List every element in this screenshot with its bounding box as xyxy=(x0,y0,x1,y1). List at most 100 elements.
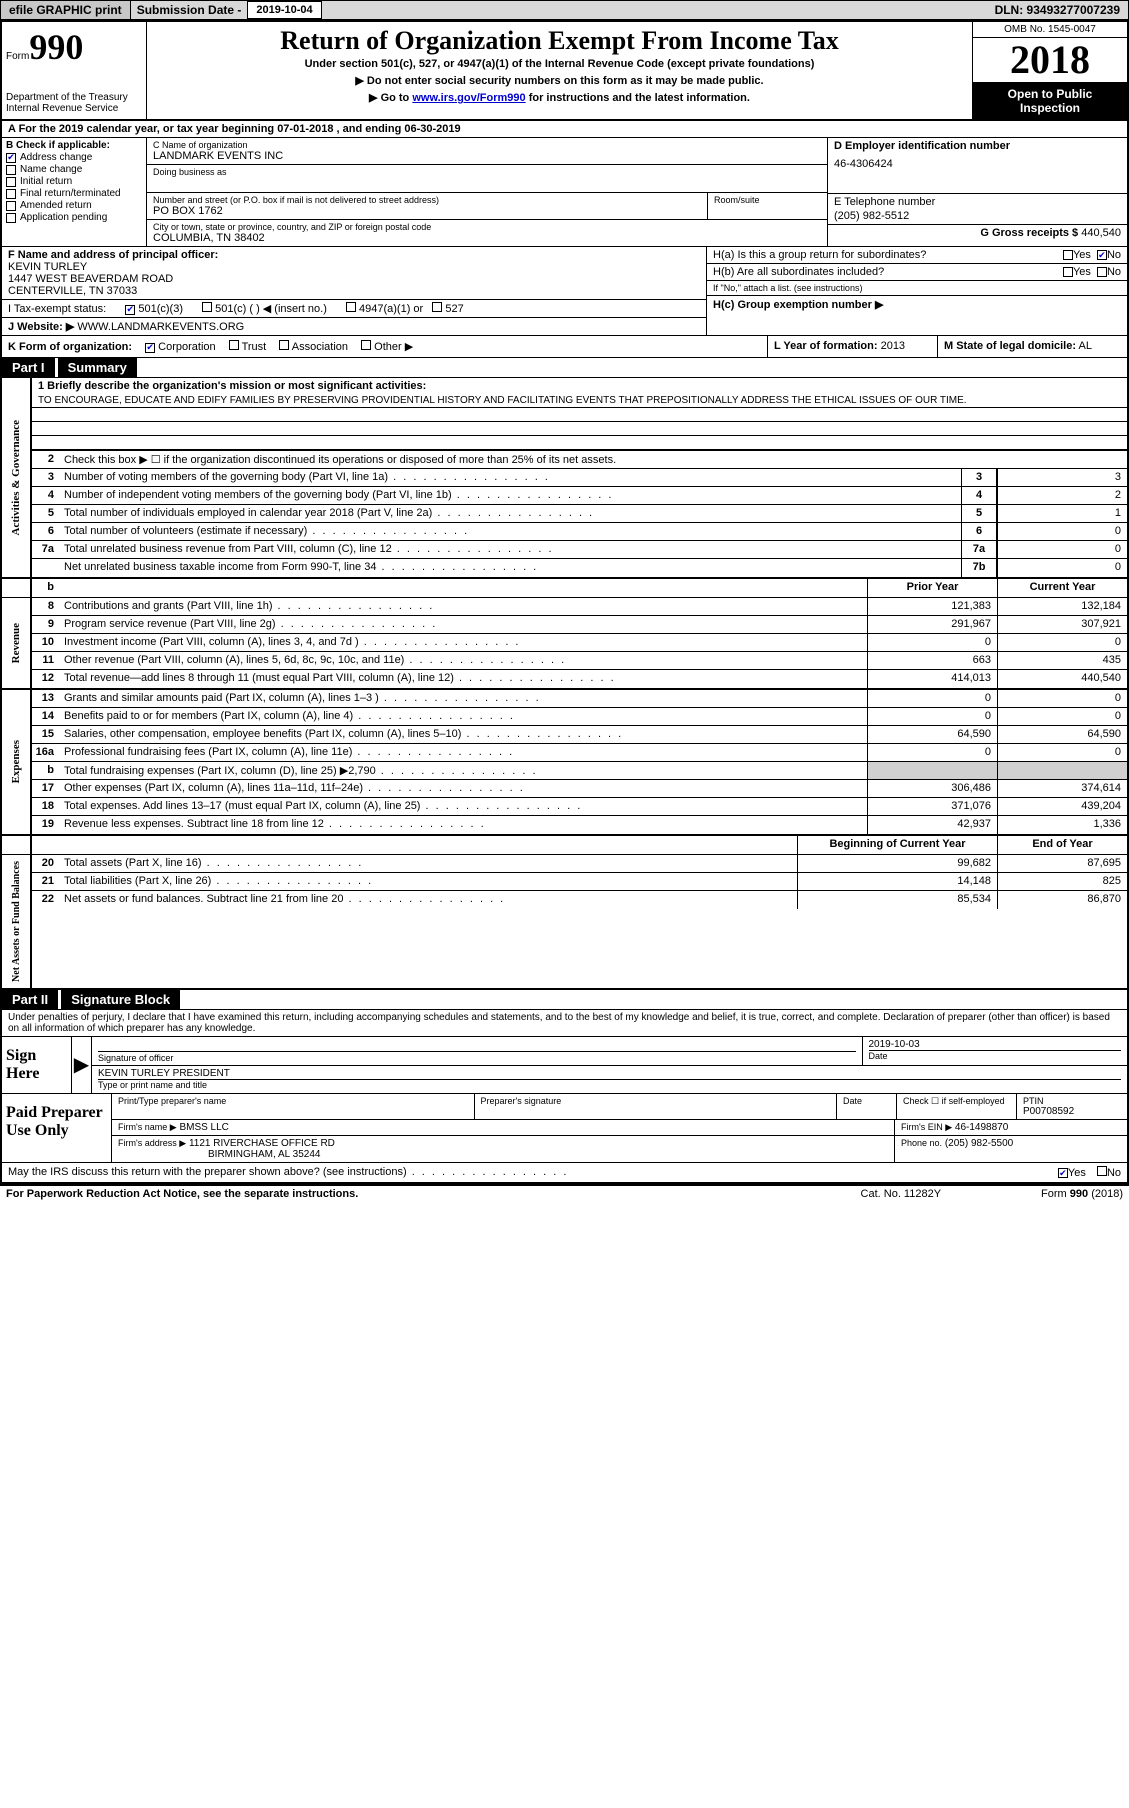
hb-label: H(b) Are all subordinates included? xyxy=(713,266,1063,278)
lbl-501c: 501(c) ( ) ◀ (insert no.) xyxy=(215,303,327,315)
table-row: 15Salaries, other compensation, employee… xyxy=(32,726,1127,744)
cb-other[interactable] xyxy=(361,340,371,350)
phone-label: E Telephone number xyxy=(834,196,1121,208)
part1-title: Summary xyxy=(58,358,137,377)
table-row: 8Contributions and grants (Part VIII, li… xyxy=(32,598,1127,616)
revenue-section: Revenue 8Contributions and grants (Part … xyxy=(2,598,1127,690)
current-year-hdr: Current Year xyxy=(997,579,1127,597)
section-klm: K Form of organization: ✔ Corporation Tr… xyxy=(2,336,1127,358)
table-row: 21Total liabilities (Part X, line 26)14,… xyxy=(32,873,1127,891)
lbl-4947: 4947(a)(1) or xyxy=(359,303,423,315)
table-row: 11Other revenue (Part VIII, column (A), … xyxy=(32,652,1127,670)
open-public: Open to Public Inspection xyxy=(973,83,1127,119)
gross-label: G Gross receipts $ xyxy=(980,227,1078,239)
table-row: bTotal fundraising expenses (Part IX, co… xyxy=(32,762,1127,780)
mission-blank3 xyxy=(32,436,1127,450)
side-activities: Activities & Governance xyxy=(8,414,24,541)
officer-name-label: Type or print name and title xyxy=(98,1079,1121,1090)
cb-discuss-no[interactable] xyxy=(1097,1166,1107,1176)
lbl-name-change: Name change xyxy=(20,164,82,175)
part1-tab: Part I xyxy=(2,358,55,377)
lbl-app-pending: Application pending xyxy=(20,212,107,223)
topbar: efile GRAPHIC print Submission Date - 20… xyxy=(0,0,1129,20)
prep-sig-label: Preparer's signature xyxy=(481,1096,831,1106)
footer-left: For Paperwork Reduction Act Notice, see … xyxy=(6,1188,358,1200)
table-row: 12Total revenue—add lines 8 through 11 (… xyxy=(32,670,1127,688)
goto-suffix: for instructions and the latest informat… xyxy=(526,92,750,104)
sign-arrow-icon: ▶ xyxy=(72,1037,92,1093)
lbl-hb-no: No xyxy=(1107,266,1121,278)
firm-ein: 46-1498870 xyxy=(955,1122,1008,1133)
dln: DLN: 93493277007239 xyxy=(987,1,1128,19)
side-revenue: Revenue xyxy=(8,617,24,669)
table-row: 7aTotal unrelated business revenue from … xyxy=(32,541,1127,559)
website-val: WWW.LANDMARKEVENTS.ORG xyxy=(77,321,244,333)
hb-note: If "No," attach a list. (see instruction… xyxy=(707,281,1127,296)
begin-year-hdr: Beginning of Current Year xyxy=(797,836,997,854)
cb-discuss-yes[interactable]: ✔ xyxy=(1058,1168,1068,1178)
lbl-final-return: Final return/terminated xyxy=(20,188,121,199)
prep-selfemp: Check ☐ if self-employed xyxy=(903,1096,1010,1107)
firm-addr1: 1121 RIVERCHASE OFFICE RD xyxy=(189,1138,335,1149)
box-deg: D Employer identification number 46-4306… xyxy=(827,138,1127,246)
cb-amended[interactable] xyxy=(6,201,16,211)
cb-hb-yes[interactable] xyxy=(1063,267,1073,277)
cb-initial-return[interactable] xyxy=(6,177,16,187)
hc-label: H(c) Group exemption number ▶ xyxy=(707,296,1127,313)
open-line1: Open to Public xyxy=(977,87,1123,101)
cb-app-pending[interactable] xyxy=(6,213,16,223)
mission-blank2 xyxy=(32,422,1127,436)
lbl-address-change: Address change xyxy=(20,152,92,163)
submission-label: Submission Date - xyxy=(131,1,248,19)
firm-ein-label: Firm's EIN ▶ xyxy=(901,1122,952,1132)
header-left: Form990 Department of the Treasury Inter… xyxy=(2,22,147,119)
addr-val: PO BOX 1762 xyxy=(153,205,701,217)
cb-501c[interactable] xyxy=(202,302,212,312)
table-row: 9Program service revenue (Part VIII, lin… xyxy=(32,616,1127,634)
cb-4947[interactable] xyxy=(346,302,356,312)
sign-here-block: Sign Here ▶ Signature of officer 2019-10… xyxy=(2,1037,1127,1094)
cb-corp[interactable]: ✔ xyxy=(145,343,155,353)
section-fh: F Name and address of principal officer:… xyxy=(2,247,1127,336)
box-l-label: L Year of formation: xyxy=(774,340,878,352)
cb-assoc[interactable] xyxy=(279,340,289,350)
cb-527[interactable] xyxy=(432,302,442,312)
discuss-question: May the IRS discuss this return with the… xyxy=(8,1166,568,1179)
table-row: 20Total assets (Part X, line 16)99,68287… xyxy=(32,855,1127,873)
ptin-label: PTIN xyxy=(1023,1096,1121,1106)
form-title: Return of Organization Exempt From Incom… xyxy=(155,26,964,56)
cb-name-change[interactable] xyxy=(6,165,16,175)
side-expenses: Expenses xyxy=(8,734,24,789)
part2-tab: Part II xyxy=(2,990,58,1009)
cb-hb-no[interactable] xyxy=(1097,267,1107,277)
year-header-row2: Beginning of Current Year End of Year xyxy=(2,836,1127,855)
addr-label: Number and street (or P.O. box if mail i… xyxy=(153,195,701,205)
year-header-row: b Prior Year Current Year xyxy=(2,579,1127,598)
table-row: 18Total expenses. Add lines 13–17 (must … xyxy=(32,798,1127,816)
form990-link[interactable]: www.irs.gov/Form990 xyxy=(412,92,525,104)
q2-text: Check this box ▶ ☐ if the organization d… xyxy=(60,451,1127,468)
table-row: 17Other expenses (Part IX, column (A), l… xyxy=(32,780,1127,798)
cb-trust[interactable] xyxy=(229,340,239,350)
cb-ha-yes[interactable] xyxy=(1063,250,1073,260)
sign-here-label: Sign Here xyxy=(2,1037,72,1093)
sig-date-label: Date xyxy=(869,1050,1122,1061)
box-l-val: 2013 xyxy=(881,340,905,352)
cb-ha-no[interactable]: ✔ xyxy=(1097,250,1107,260)
efile-print-btn[interactable]: efile GRAPHIC print xyxy=(1,1,131,19)
box-b: B Check if applicable: ✔Address change N… xyxy=(2,138,147,246)
table-row: 6Total number of volunteers (estimate if… xyxy=(32,523,1127,541)
cb-final-return[interactable] xyxy=(6,189,16,199)
cb-address-change[interactable]: ✔ xyxy=(6,153,16,163)
lbl-527: 527 xyxy=(445,303,463,315)
cb-501c3[interactable]: ✔ xyxy=(125,305,135,315)
lbl-501c3: 501(c)(3) xyxy=(138,303,183,315)
officer-sig-label: Signature of officer xyxy=(98,1051,856,1063)
q1-label: 1 Briefly describe the organization's mi… xyxy=(38,380,426,392)
mission-blank1 xyxy=(32,408,1127,422)
b-label: b xyxy=(32,579,60,597)
firm-addr-label: Firm's address ▶ xyxy=(118,1138,186,1148)
firm-name-label: Firm's name ▶ xyxy=(118,1122,177,1132)
table-row: 16aProfessional fundraising fees (Part I… xyxy=(32,744,1127,762)
room-suite: Room/suite xyxy=(707,193,827,219)
